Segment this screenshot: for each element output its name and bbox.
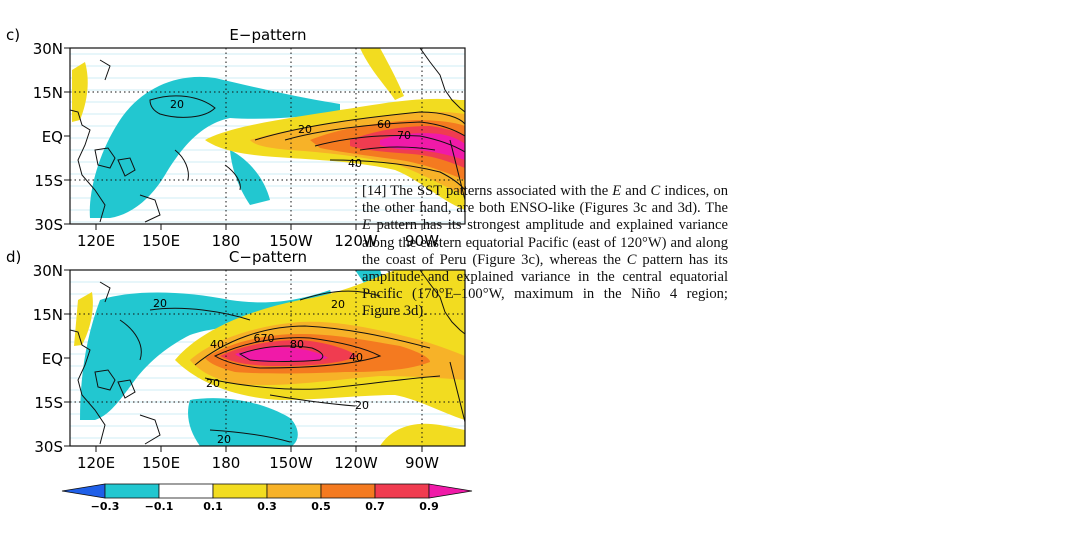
panel-d-contour-label-7: 20	[206, 377, 220, 390]
paragraph-text-3: indices, on the other hand, are both ENS…	[362, 183, 728, 217]
panel-c-lon-120e: 120E	[77, 232, 115, 250]
panel-c-contour-label-3: 60	[377, 118, 391, 131]
panel-d: d) C−pattern	[6, 248, 466, 472]
colorbar-label-3: 0.1	[203, 500, 223, 513]
colorbar-label-5: 0.5	[311, 500, 331, 513]
colorbar-swatch-2	[104, 483, 160, 499]
colorbar-label-1: −0.3	[91, 500, 120, 513]
colorbar-swatch-6	[320, 483, 376, 499]
panel-d-contour-label-2: 20	[331, 298, 345, 311]
paragraph-number: [14]	[362, 183, 387, 199]
paragraph-index-e-2: E	[362, 217, 371, 234]
panel-d-lon-90w: 90W	[405, 454, 439, 472]
panel-d-contour-label-3: 40	[210, 338, 224, 351]
paragraph-text-1: The SST patterns associated with the	[390, 183, 613, 199]
colorbar-swatch-5	[266, 483, 322, 499]
paragraph-index-e: E	[612, 183, 622, 199]
body-paragraph: [14] The SST patterns associated with th…	[362, 183, 728, 321]
paragraph-index-c-2: C	[626, 251, 637, 268]
panel-c-contour-label-4: 70	[397, 129, 411, 142]
panel-d-title: C−pattern	[229, 248, 307, 266]
colorbar-label-6: 0.7	[365, 500, 385, 513]
panel-c-letter: c)	[6, 26, 20, 44]
panel-d-contour-label-6: 40	[349, 351, 363, 364]
panel-c-contour-label-1: 20	[170, 98, 184, 111]
panel-c-lon-90w: 90W	[405, 232, 439, 250]
panel-c: c) E−pattern	[6, 26, 466, 250]
colorbar-label-4: 0.3	[257, 500, 277, 513]
panel-d-lat-15n: 15N	[33, 306, 63, 324]
panel-c-lon-150w: 150W	[269, 232, 313, 250]
panel-c-contour-label-2: 20	[298, 123, 312, 136]
panel-d-contour-label-9: 20	[217, 433, 231, 446]
panel-d-contour-label-5: 80	[290, 338, 304, 351]
panel-d-letter: d)	[6, 248, 21, 266]
panel-d-lon-120e: 120E	[77, 454, 115, 472]
panel-c-lon-120w: 120W	[334, 232, 378, 250]
panel-c-contour-label-5: 40	[348, 157, 362, 170]
figure-3cd: c) E−pattern	[6, 26, 473, 513]
paragraph-text-5: pattern has its amplitude and explained …	[362, 251, 728, 320]
panel-d-contour-label-1: 20	[153, 297, 167, 310]
paragraph-index-c: C	[650, 183, 661, 199]
panel-d-lat-eq: EQ	[42, 350, 63, 368]
colorbar: −0.3 −0.1 0.1 0.3 0.5 0.7 0.9	[61, 483, 473, 513]
paragraph-text-2: and	[621, 183, 651, 199]
panel-c-map	[70, 48, 465, 224]
colorbar-swatch-1	[61, 483, 106, 499]
panel-d-lon-180: 180	[212, 454, 241, 472]
panel-d-lat-30n: 30N	[33, 262, 63, 280]
paragraph-text-4: pattern has its strongest amplitude and …	[362, 217, 728, 268]
colorbar-swatch-4	[212, 483, 268, 499]
panel-c-title: E−pattern	[229, 26, 306, 44]
panel-c-lat-30n: 30N	[33, 40, 63, 58]
panel-c-lon-150e: 150E	[142, 232, 180, 250]
panel-d-contour-label-4: 670	[254, 332, 275, 345]
panel-c-lat-15s: 15S	[34, 172, 63, 190]
colorbar-label-2: −0.1	[145, 500, 174, 513]
panel-d-map	[70, 270, 465, 446]
panel-c-lat-eq: EQ	[42, 128, 63, 146]
panel-d-lon-150w: 150W	[269, 454, 313, 472]
panel-c-lon-180: 180	[212, 232, 241, 250]
colorbar-swatch-7	[374, 483, 430, 499]
colorbar-swatch-8	[428, 483, 473, 499]
panel-c-lat-30s: 30S	[34, 216, 63, 234]
panel-d-lon-150e: 150E	[142, 454, 180, 472]
colorbar-swatch-3	[158, 483, 214, 499]
panel-c-lat-15n: 15N	[33, 84, 63, 102]
panel-d-lat-15s: 15S	[34, 394, 63, 412]
panel-d-lon-120w: 120W	[334, 454, 378, 472]
panel-d-contour-label-8: 20	[355, 399, 369, 412]
colorbar-label-7: 0.9	[419, 500, 439, 513]
panel-d-lat-30s: 30S	[34, 438, 63, 456]
